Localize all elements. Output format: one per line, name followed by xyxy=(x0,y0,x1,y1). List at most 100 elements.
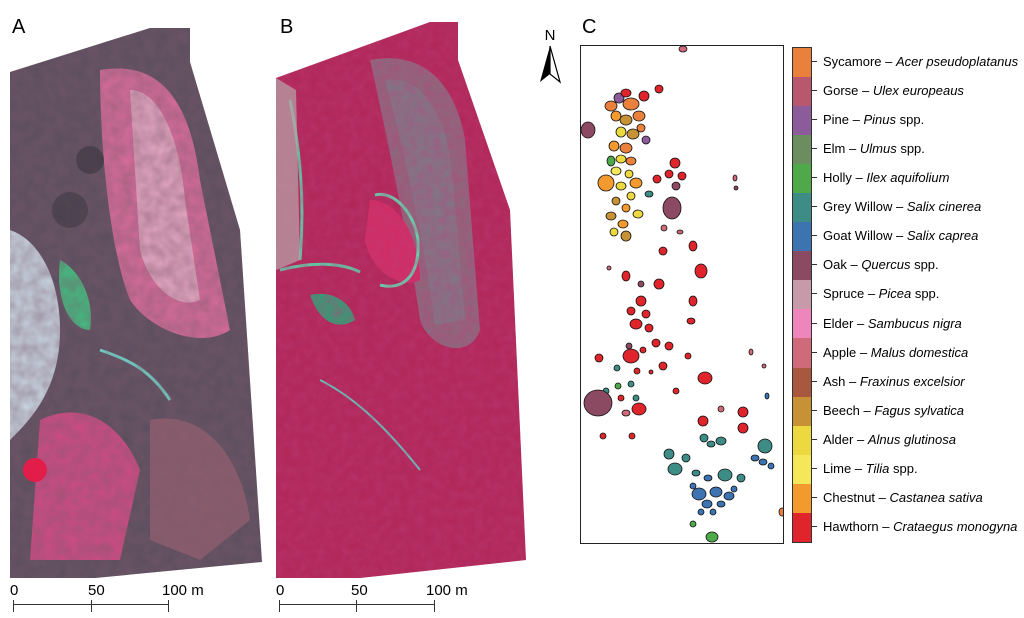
legend-separator: – xyxy=(845,373,860,389)
legend-swatch xyxy=(793,164,811,194)
legend-swatch xyxy=(793,48,811,78)
scalebar-b-tick xyxy=(356,600,357,612)
legend-item: Apple – Malus domestica xyxy=(811,338,968,367)
legend-common-name: Elder xyxy=(823,315,854,331)
legend-suffix: spp. xyxy=(896,141,925,157)
legend-scientific-name: Ulmus xyxy=(859,141,897,157)
legend-common-name: Hawthorn xyxy=(823,518,879,534)
scalebar-b-tick-label: 100 m xyxy=(426,582,468,599)
legend-label: Oak – Quercus spp. xyxy=(823,257,939,272)
legend-swatch xyxy=(793,512,811,542)
legend-common-name: Sycamore xyxy=(823,54,882,70)
legend-common-name: Chestnut xyxy=(823,489,876,505)
scalebar-b: 0 50 100 m xyxy=(276,582,476,616)
legend-swatch xyxy=(793,338,811,368)
scalebar-a-tick xyxy=(13,600,14,612)
legend-item: Chestnut – Castanea sativa xyxy=(811,483,983,512)
legend-label: Lime – Tilia spp. xyxy=(823,461,918,476)
legend-swatch xyxy=(793,251,811,281)
legend-item: Elm – Ulmus spp. xyxy=(811,134,925,163)
legend-swatch xyxy=(793,106,811,136)
legend-label: Pine – Pinus spp. xyxy=(823,112,924,127)
legend-common-name: Elm xyxy=(823,141,846,157)
legend-suffix: spp. xyxy=(896,112,925,128)
legend-swatch xyxy=(793,222,811,252)
legend-scientific-name: Crataegus monogyna xyxy=(893,518,1018,534)
legend-common-name: Alder xyxy=(823,431,854,447)
legend-common-name: Spruce xyxy=(823,286,865,302)
legend-item: Gorse – Ulex europeaus xyxy=(811,76,964,105)
legend-item: Goat Willow – Salix caprea xyxy=(811,221,978,250)
legend-swatch xyxy=(793,309,811,339)
legend-tick xyxy=(811,525,817,527)
legend-tick xyxy=(811,235,817,237)
legend-scientific-name: Picea xyxy=(878,286,912,302)
legend-separator: – xyxy=(853,431,868,447)
legend-label: Chestnut – Castanea sativa xyxy=(823,490,983,505)
legend-tick xyxy=(811,467,817,469)
legend-separator: – xyxy=(851,460,866,476)
north-label: N xyxy=(544,27,556,44)
legend-tick xyxy=(811,148,817,150)
legend-common-name: Pine xyxy=(823,112,850,128)
panel-c-letter: C xyxy=(582,16,597,38)
north-arrow: N xyxy=(537,27,563,91)
legend-label: Elm – Ulmus spp. xyxy=(823,141,925,156)
legend-tick xyxy=(811,438,817,440)
legend-tick xyxy=(811,264,817,266)
legend-swatch xyxy=(793,135,811,165)
legend-separator: – xyxy=(892,199,907,215)
legend-item: Alder – Alnus glutinosa xyxy=(811,425,956,454)
scalebar-a-tick-label: 100 m xyxy=(162,582,204,599)
tree-crown-map xyxy=(580,45,786,543)
legend-item: Grey Willow – Salix cinerea xyxy=(811,192,981,221)
legend-separator: – xyxy=(864,286,879,302)
legend-label: Beech – Fagus sylvatica xyxy=(823,403,964,418)
legend-tick xyxy=(811,119,817,121)
legend-tick xyxy=(811,351,817,353)
scalebar-a: 0 50 100 m xyxy=(10,582,204,616)
tree-crown-map-frame xyxy=(580,45,786,544)
legend-common-name: Goat Willow xyxy=(823,228,893,244)
legend-label: Hawthorn – Crataegus monogyna xyxy=(823,519,1017,534)
legend-separator: – xyxy=(878,518,894,534)
legend-item: Oak – Quercus spp. xyxy=(811,250,939,279)
legend-separator: – xyxy=(881,54,896,70)
legend-tick xyxy=(811,496,817,498)
legend-common-name: Lime xyxy=(823,460,852,476)
legend-separator: – xyxy=(858,83,873,99)
panel-b-letter: B xyxy=(280,16,294,38)
legend-tick xyxy=(811,409,817,411)
legend-separator: – xyxy=(853,315,868,331)
legend-suffix: spp. xyxy=(911,286,940,302)
legend-swatch xyxy=(793,280,811,310)
legend-separator: – xyxy=(846,257,862,273)
legend-separator: – xyxy=(875,489,890,505)
legend-common-name: Grey Willow xyxy=(823,199,893,215)
legend-scientific-name: Fraxinus excelsior xyxy=(859,373,965,389)
legend-common-name: Beech xyxy=(823,402,860,418)
legend-swatch xyxy=(793,367,811,397)
legend-tick xyxy=(811,322,817,324)
legend-separator: – xyxy=(859,402,875,418)
legend-common-name: Gorse xyxy=(823,83,859,99)
scalebar-a-tick-label: 50 xyxy=(88,582,105,599)
legend-separator: – xyxy=(849,112,864,128)
legend-common-name: Apple xyxy=(823,344,857,360)
legend-label: Goat Willow – Salix caprea xyxy=(823,228,978,243)
legend-suffix: spp. xyxy=(910,257,939,273)
legend-label: Alder – Alnus glutinosa xyxy=(823,432,956,447)
north-arrow-icon xyxy=(540,45,562,84)
legend-item: Lime – Tilia spp. xyxy=(811,454,918,483)
legend-scientific-name: Quercus xyxy=(861,257,911,273)
legend-label: Gorse – Ulex europeaus xyxy=(823,83,964,98)
legend-item: Hawthorn – Crataegus monogyna xyxy=(811,512,1017,541)
legend-label: Elder – Sambucus nigra xyxy=(823,316,962,331)
legend-swatch xyxy=(793,454,811,484)
legend-tick xyxy=(811,206,817,208)
legend-swatch xyxy=(793,425,811,455)
legend-label: Holly – Ilex aquifolium xyxy=(823,170,949,185)
legend-separator: – xyxy=(845,141,860,157)
legend-scientific-name: Alnus glutinosa xyxy=(867,431,956,447)
